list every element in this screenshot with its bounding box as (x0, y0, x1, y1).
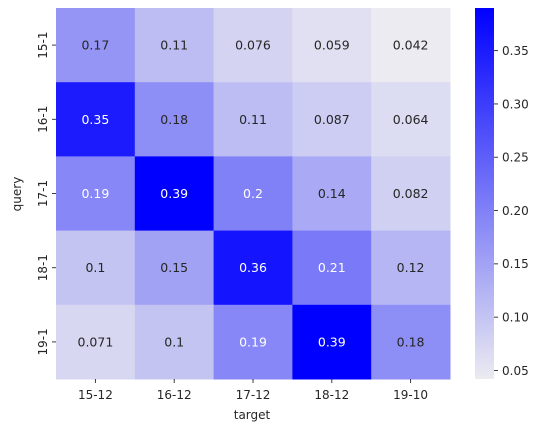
heatmap-cell (292, 230, 372, 306)
heatmap-cell-labels: 0.17 0.11 0.076 0.059 0.042 0.35 0.18 0.11 0.087… (78, 38, 429, 350)
heatmap-cell-label: 0.12 (397, 260, 425, 275)
heatmap-cell (56, 230, 136, 306)
heatmap-cell (213, 304, 293, 380)
heatmap-cell-label: 0.1 (85, 260, 105, 275)
heatmap-cell-label: 0.19 (239, 334, 267, 349)
heatmap-cell-label: 0.11 (160, 38, 188, 53)
heatmap-cell (371, 156, 451, 232)
y-tick-label: 15-1 (36, 31, 50, 58)
colorbar-tick-label: 0.30 (502, 97, 529, 111)
colorbar-tick-label: 0.20 (502, 204, 529, 218)
heatmap-cell-label: 0.042 (393, 38, 429, 53)
heatmap-cell (292, 82, 372, 157)
heatmap-cell (371, 230, 451, 306)
heatmap-cell (371, 304, 451, 380)
heatmap-cell-label: 0.35 (81, 112, 109, 127)
colorbar-tick-label: 0.05 (502, 364, 529, 378)
y-tick-label: 16-1 (36, 106, 50, 133)
colorbar-ticks: 0.05 0.10 0.15 0.20 0.25 0.30 0.35 (494, 44, 529, 378)
heatmap-cell (213, 156, 293, 232)
heatmap-cell (292, 8, 372, 83)
heatmap-cell-label: 0.059 (314, 38, 350, 53)
colorbar (475, 8, 494, 379)
heatmap-cells (56, 8, 451, 380)
colorbar-tick-label: 0.35 (502, 44, 529, 58)
heatmap-cell-label: 0.076 (235, 38, 271, 53)
heatmap-cell (134, 304, 215, 380)
heatmap-cell (56, 304, 136, 380)
heatmap-cell-label: 0.087 (314, 112, 350, 127)
heatmap-cell-label: 0.36 (239, 260, 267, 275)
heatmap-cell-label: 0.15 (160, 260, 188, 275)
heatmap-cell (134, 8, 215, 83)
heatmap-cell-label: 0.39 (160, 186, 188, 201)
x-tick-label: 19-10 (393, 388, 428, 402)
x-axis: 15-12 16-12 17-12 18-12 19-10 (78, 379, 428, 402)
heatmap-cell-label: 0.064 (393, 112, 429, 127)
heatmap-cell (56, 8, 136, 83)
heatmap-cell (56, 156, 136, 232)
y-tick-label: 18-1 (36, 254, 50, 281)
x-tick-label: 15-12 (78, 388, 113, 402)
heatmap-cell (371, 82, 451, 157)
heatmap-cell (213, 82, 293, 157)
y-tick-label: 17-1 (36, 180, 50, 207)
heatmap-cell (134, 156, 215, 232)
heatmap-cell (134, 230, 215, 306)
x-tick-label: 17-12 (236, 388, 271, 402)
heatmap-cell-label: 0.082 (393, 186, 429, 201)
heatmap-cell-label: 0.19 (81, 186, 109, 201)
x-axis-label: target (234, 408, 271, 422)
colorbar-tick-label: 0.15 (502, 257, 529, 271)
heatmap-cell-label: 0.071 (78, 334, 114, 349)
heatmap-cell-label: 0.21 (318, 260, 346, 275)
heatmap-cell-label: 0.11 (239, 112, 267, 127)
heatmap-cell (56, 82, 136, 157)
heatmap-cell-label: 0.18 (160, 112, 188, 127)
y-tick-label: 19-1 (36, 328, 50, 355)
colorbar-tick-label: 0.10 (502, 310, 529, 324)
heatmap-cell-label: 0.39 (318, 334, 346, 349)
heatmap-cell (292, 304, 372, 380)
colorbar-tick-label: 0.25 (502, 151, 529, 165)
heatmap-cell (371, 8, 451, 83)
heatmap-cell-label: 0.2 (243, 186, 263, 201)
heatmap-cell-label: 0.14 (318, 186, 346, 201)
heatmap-cell (213, 8, 293, 83)
heatmap-cell (134, 82, 215, 157)
heatmap-cell-label: 0.18 (397, 334, 425, 349)
heatmap-cell-label: 0.17 (81, 38, 109, 53)
x-tick-label: 16-12 (157, 388, 192, 402)
colorbar-gradient (475, 8, 494, 379)
y-axis: 15-1 16-1 17-1 18-1 19-1 (36, 31, 56, 356)
heatmap-cell (213, 230, 293, 306)
y-axis-label: query (10, 177, 24, 212)
x-tick-label: 18-12 (314, 388, 349, 402)
heatmap-cell-label: 0.1 (164, 334, 184, 349)
heatmap-cell (292, 156, 372, 232)
